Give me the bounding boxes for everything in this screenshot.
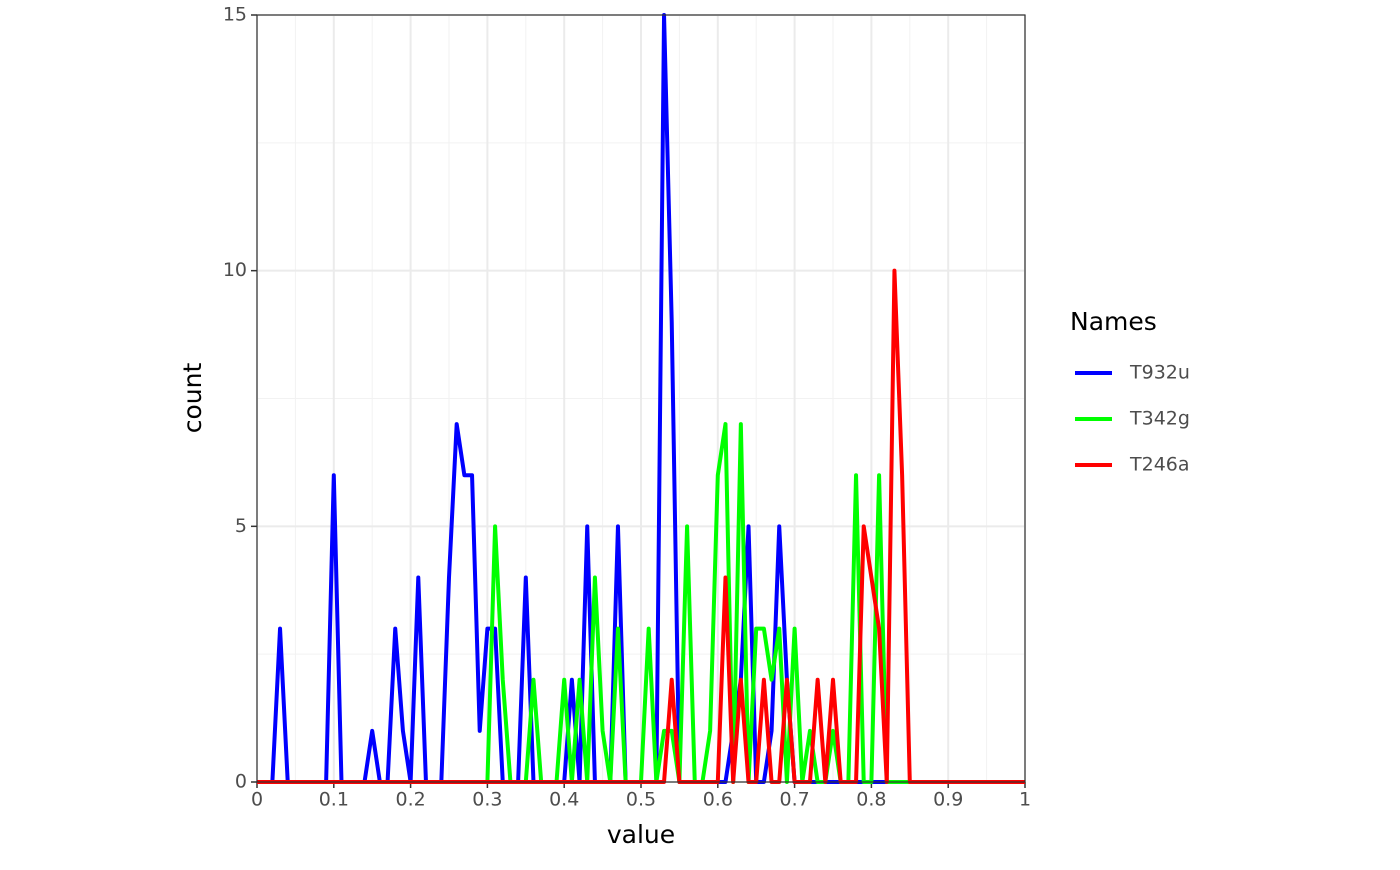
legend-label: T342g [1129, 408, 1190, 430]
x-tick-label: 0.4 [549, 789, 579, 811]
x-tick-label: 0.6 [703, 789, 733, 811]
x-tick-label: 0 [251, 789, 263, 811]
x-tick-label: 0.1 [319, 789, 349, 811]
y-tick-label: 10 [223, 259, 247, 281]
y-tick-label: 0 [235, 771, 247, 793]
legend-label: T246a [1129, 454, 1190, 476]
x-tick-label: 0.7 [779, 789, 809, 811]
x-tick-label: 0.9 [933, 789, 963, 811]
y-axis-title: count [178, 363, 207, 434]
x-tick-label: 0.8 [856, 789, 886, 811]
x-tick-label: 0.3 [472, 789, 502, 811]
panel-border [256, 14, 1026, 783]
y-tick-label: 15 [223, 4, 247, 26]
y-tick-label: 5 [235, 515, 247, 537]
x-tick-label: 0.2 [395, 789, 425, 811]
legend-label: T932u [1129, 362, 1190, 384]
legend-title: Names [1070, 307, 1157, 336]
x-axis-title: value [607, 820, 675, 849]
x-tick-label: 1 [1019, 789, 1031, 811]
x-tick-label: 0.5 [626, 789, 656, 811]
